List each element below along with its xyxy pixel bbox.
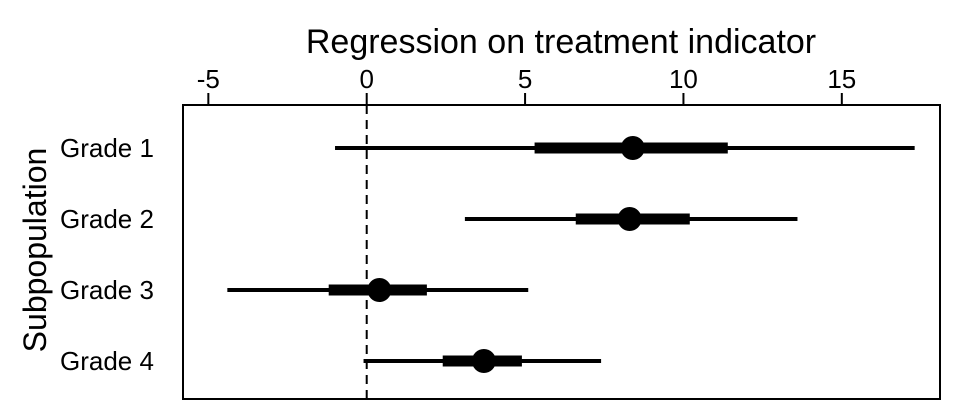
interval-marks <box>227 136 915 373</box>
category-label: Grade 4 <box>60 346 154 376</box>
point-estimate <box>367 278 392 302</box>
category-label: Grade 2 <box>60 204 154 234</box>
point-estimate <box>471 349 496 373</box>
x-axis: -5 0 5 10 15 <box>197 64 856 105</box>
plot-frame <box>182 104 941 400</box>
x-tick-label: 10 <box>669 64 698 94</box>
point-estimate <box>620 136 645 160</box>
point-estimate <box>617 207 642 231</box>
x-tick-label: 0 <box>359 64 373 94</box>
category-label: Grade 1 <box>60 133 154 163</box>
y-axis-label: Subpopulation <box>17 148 53 353</box>
x-tick-label: -5 <box>197 64 220 94</box>
category-label: Grade 3 <box>60 275 154 305</box>
x-tick-label: 5 <box>518 64 532 94</box>
category-labels: Grade 1 Grade 2 Grade 3 Grade 4 <box>60 133 154 376</box>
x-tick-label: 15 <box>827 64 856 94</box>
chart-title: Regression on treatment indicator <box>306 23 816 61</box>
